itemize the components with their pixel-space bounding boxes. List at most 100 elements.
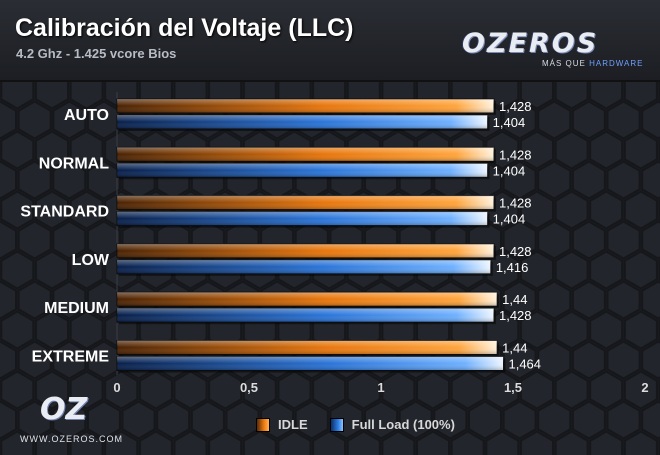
hex-cell xyxy=(502,220,537,260)
brand-tagline-b: HARDWARE xyxy=(589,59,644,68)
category-label-normal: NORMAL xyxy=(39,155,109,172)
hex-cell xyxy=(433,400,468,440)
hex-cell xyxy=(571,160,606,200)
hex-cell xyxy=(0,340,17,380)
legend-swatch-idle xyxy=(256,417,270,432)
hex-cell xyxy=(485,430,520,455)
hex-cell xyxy=(34,130,69,170)
hex-cell xyxy=(623,190,658,230)
hex-cell xyxy=(104,370,139,410)
hex-cell xyxy=(69,310,104,350)
hex-cell xyxy=(589,430,624,455)
hex-cell xyxy=(312,370,347,410)
hex-cell xyxy=(554,250,589,290)
hex-cell xyxy=(519,130,554,170)
data-label-idle-auto: 1,428 xyxy=(499,99,532,114)
hex-cell xyxy=(346,370,381,410)
hex-cell xyxy=(485,250,520,290)
hex-cell xyxy=(69,130,104,170)
bar-sheen-idle-standard xyxy=(117,195,494,210)
hex-cell xyxy=(208,370,243,410)
hex-cell xyxy=(312,430,347,455)
hex-cell xyxy=(502,160,537,200)
bar-sheen-idle-extreme xyxy=(117,340,498,355)
hex-cell xyxy=(34,310,69,350)
hex-cell xyxy=(52,220,87,260)
data-label-full-load-standard: 1,404 xyxy=(493,212,526,227)
brand-logo-text: OZEROS xyxy=(462,28,599,59)
hex-cell xyxy=(450,430,485,455)
hex-cell xyxy=(571,220,606,260)
category-label-medium: MEDIUM xyxy=(44,300,109,317)
x-tick-label: 1 xyxy=(377,380,384,395)
hex-cell xyxy=(69,370,104,410)
hex-cell xyxy=(208,430,243,455)
hex-cell xyxy=(52,160,87,200)
hex-cell xyxy=(0,370,35,410)
brand-tagline: MÁS QUE HARDWARE xyxy=(542,59,644,68)
hex-cell xyxy=(138,370,173,410)
x-tick-label: 0,5 xyxy=(240,380,258,395)
data-label-full-load-medium: 1,428 xyxy=(499,308,532,323)
hex-cell xyxy=(242,430,277,455)
hex-cell xyxy=(554,130,589,170)
hex-cell xyxy=(52,340,87,380)
legend-swatch-full-load xyxy=(329,417,344,432)
hex-cell xyxy=(554,190,589,230)
hex-cell xyxy=(0,400,17,440)
bar-sheen-idle-medium xyxy=(117,292,498,307)
hex-cell xyxy=(606,400,641,440)
hex-cell xyxy=(450,370,485,410)
hex-cell xyxy=(86,160,121,200)
hex-cell xyxy=(52,400,87,440)
hex-cell xyxy=(571,100,606,140)
hex-cell xyxy=(34,430,69,455)
hex-cell xyxy=(623,250,658,290)
hex-cell xyxy=(641,160,660,200)
hex-cell xyxy=(641,280,660,320)
hex-cell xyxy=(416,430,450,455)
chart-legend: IDLE Full Load (100%) xyxy=(256,417,477,432)
hex-cell xyxy=(641,400,660,440)
hex-cell xyxy=(0,310,35,350)
bar-sheen-full-load-normal xyxy=(117,163,488,178)
hex-cell xyxy=(173,430,208,455)
bar-sheen-full-load-standard xyxy=(117,211,488,226)
hex-cell xyxy=(554,430,589,455)
hex-cell xyxy=(52,280,87,320)
hex-cell xyxy=(104,430,139,455)
hex-cell xyxy=(589,310,624,350)
data-label-idle-normal: 1,428 xyxy=(499,147,532,162)
data-label-full-load-low: 1,416 xyxy=(496,260,529,275)
hex-cell xyxy=(519,370,554,410)
legend-item-idle: IDLE xyxy=(256,417,308,432)
brand-logo: OZEROS MÁS QUE HARDWARE xyxy=(462,30,652,70)
data-label-full-load-auto: 1,404 xyxy=(493,115,526,130)
hex-cell xyxy=(398,400,433,440)
hex-cell xyxy=(589,130,624,170)
hex-cell xyxy=(502,280,537,320)
hex-cell xyxy=(17,160,52,200)
hex-cell xyxy=(121,400,156,440)
hex-cell xyxy=(0,190,35,230)
hex-cell xyxy=(519,430,554,455)
data-label-full-load-normal: 1,404 xyxy=(493,163,526,178)
bar-sheen-full-load-medium xyxy=(117,308,494,323)
hex-cell xyxy=(502,100,537,140)
hex-cell xyxy=(0,250,35,290)
hex-cell xyxy=(606,220,641,260)
legend-label-idle: IDLE xyxy=(278,417,308,432)
hex-cell xyxy=(606,100,641,140)
bar-sheen-idle-low xyxy=(117,243,494,258)
bar-sheen-idle-normal xyxy=(117,147,494,162)
footer-url: WWW.OZEROS.COM xyxy=(20,434,123,444)
hex-cell xyxy=(173,370,208,410)
hex-cell xyxy=(537,220,572,260)
hex-cell xyxy=(69,250,104,290)
hex-cell xyxy=(17,220,52,260)
hex-cell xyxy=(416,370,450,410)
hex-cell xyxy=(623,430,658,455)
hex-cell xyxy=(34,250,69,290)
hex-cell xyxy=(277,430,312,455)
